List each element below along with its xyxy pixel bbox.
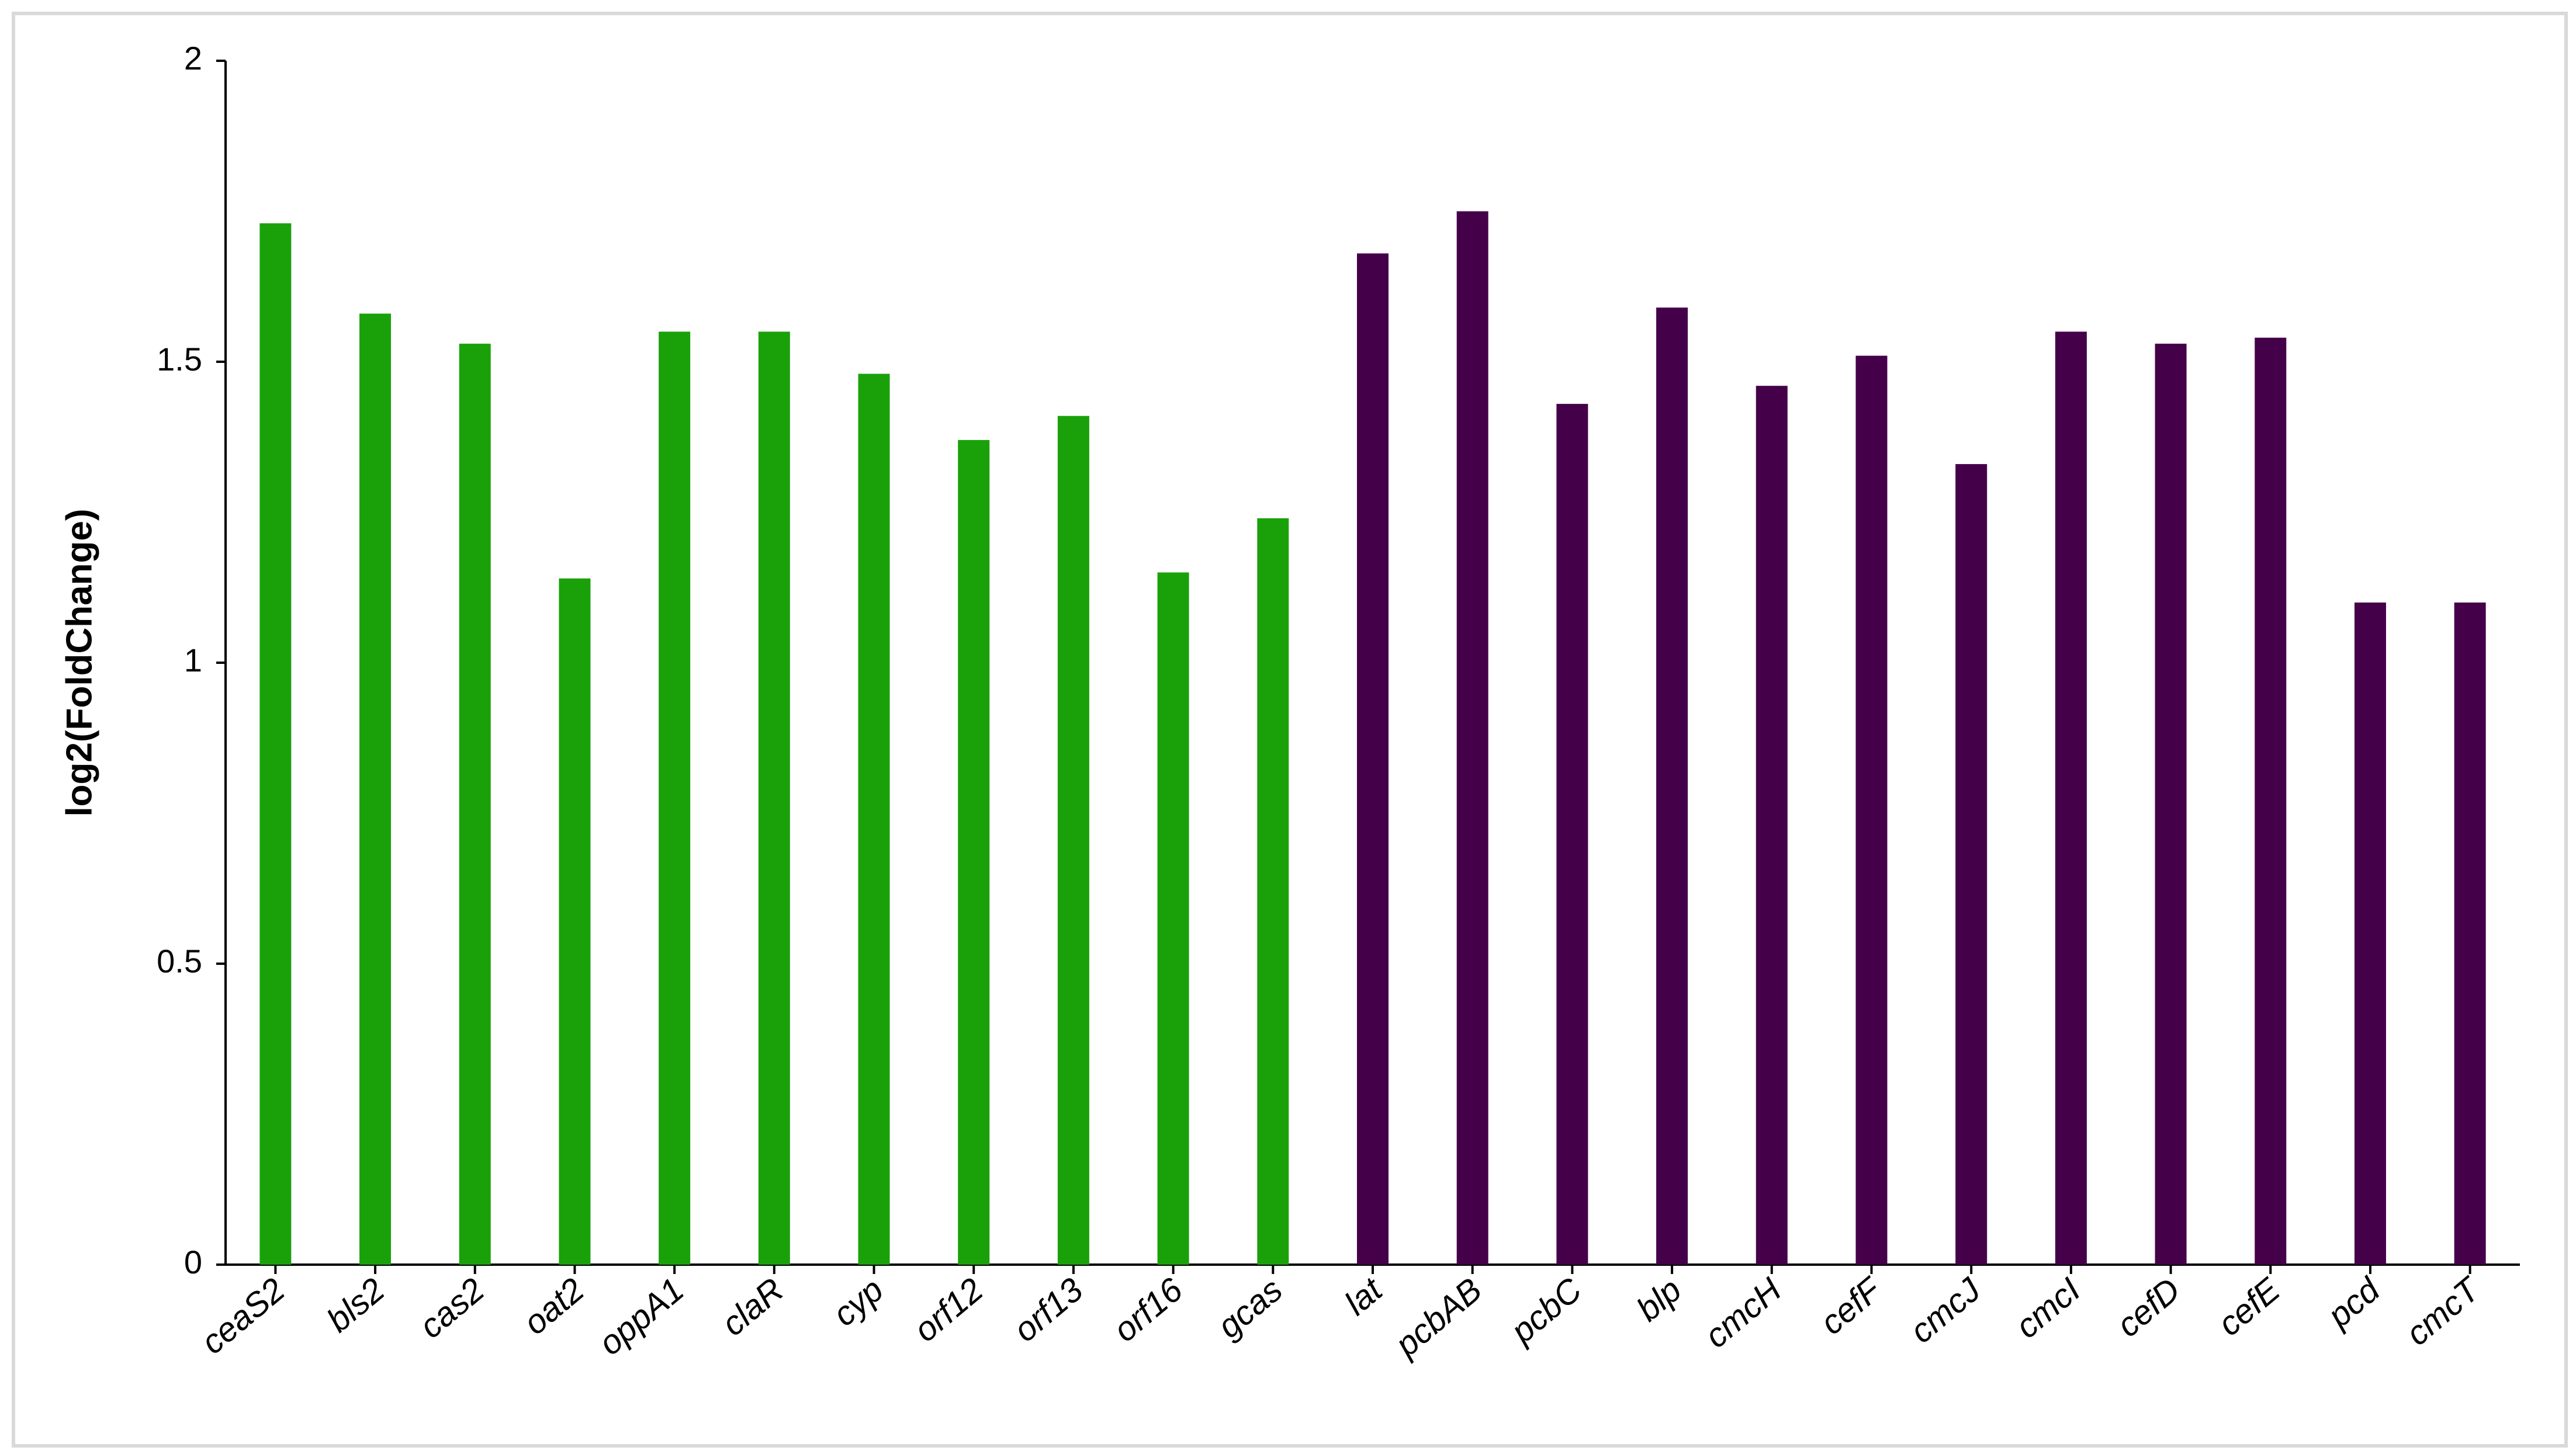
- bar: [2155, 344, 2187, 1265]
- bar: [858, 373, 890, 1265]
- bar: [1955, 464, 1988, 1265]
- bar: [1656, 307, 1688, 1265]
- bar: [2255, 337, 2287, 1265]
- y-tick-label: 2: [184, 40, 202, 77]
- bar: [1855, 355, 1888, 1265]
- y-tick-label: 0: [184, 1244, 202, 1280]
- bar: [1257, 518, 1289, 1265]
- bar: [459, 344, 491, 1265]
- bar: [559, 578, 591, 1265]
- bar: [1357, 253, 1389, 1265]
- y-tick-label: 1.5: [157, 341, 202, 378]
- bar: [1456, 211, 1488, 1265]
- bar: [659, 331, 691, 1265]
- bar: [2454, 603, 2486, 1265]
- bar: [359, 313, 392, 1265]
- y-tick-label: 1: [184, 642, 202, 678]
- bar: [758, 331, 790, 1265]
- bar: [2055, 331, 2087, 1265]
- bar: [1756, 386, 1788, 1265]
- bar: [958, 439, 990, 1265]
- chart-frame: [12, 12, 2568, 1448]
- y-axis-label: log2(FoldChange): [59, 509, 99, 817]
- bar: [1556, 404, 1588, 1265]
- y-tick-label: 0.5: [157, 943, 202, 979]
- bar: [259, 223, 292, 1265]
- bar: [1057, 416, 1089, 1265]
- bar: [1157, 572, 1189, 1265]
- bar: [2354, 603, 2386, 1265]
